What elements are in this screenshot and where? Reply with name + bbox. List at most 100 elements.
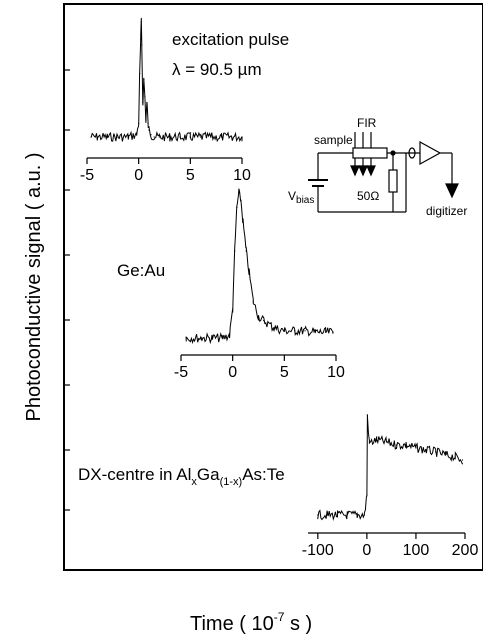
- annotation-excitation-pulse: excitation pulse: [172, 30, 289, 49]
- x-tick-label: 0: [362, 542, 371, 559]
- y-axis-label: Photoconductive signal ( a.u. ): [23, 152, 45, 421]
- data-point: [425, 449, 427, 451]
- circuit-label-vbias: Vbias: [288, 189, 314, 206]
- circuit-label-digitizer: digitizer: [426, 204, 467, 218]
- data-point: [242, 221, 244, 223]
- data-point: [241, 136, 243, 138]
- data-point: [257, 315, 260, 317]
- data-point: [141, 44, 143, 46]
- x-axis-label-exp: -7: [274, 610, 285, 624]
- x-tick-label: -5: [174, 364, 188, 381]
- data-point: [96, 136, 98, 138]
- junction-dot: [390, 150, 396, 156]
- data-point: [304, 330, 306, 332]
- circuit-diagram: [308, 132, 459, 213]
- data-point: [294, 330, 296, 332]
- panel-ge-au: Ge:Au -5 0 5 10: [117, 188, 345, 381]
- x-tick-label: 5: [280, 364, 289, 381]
- plot-frame: [63, 3, 483, 571]
- x-axis-label: Time ( 10-7 s ): [190, 610, 312, 635]
- x-axis-label-base: Time ( 10: [190, 613, 274, 635]
- x-tick-label: 200: [452, 542, 479, 559]
- data-point: [454, 456, 456, 458]
- annotation-dx-centre: DX-centre in AlxGa(1-x)As:Te: [78, 465, 285, 488]
- data-point: [368, 442, 370, 444]
- x-tick-label: 10: [233, 167, 251, 184]
- sample-box: [352, 147, 388, 159]
- data-point: [221, 337, 223, 339]
- x-tick-label: 10: [327, 364, 345, 381]
- data-point: [240, 199, 242, 201]
- circuit-label-vbias-v: V: [288, 189, 296, 203]
- coupling-loop: [408, 147, 416, 159]
- data-point: [143, 78, 145, 81]
- data-point: [263, 320, 265, 322]
- data-point: [366, 414, 368, 416]
- annotation-ga: Ga: [197, 465, 220, 484]
- data-point: [90, 136, 92, 138]
- panel-dx-centre: DX-centre in AlxGa(1-x)As:Te -100 0 100 200: [78, 414, 478, 559]
- fir-arrowhead-3: [366, 165, 376, 177]
- circuit-label-vbias-sub: bias: [296, 195, 314, 206]
- data-point: [145, 119, 147, 121]
- fir-arrowhead-2: [358, 165, 368, 177]
- data-point: [146, 101, 148, 104]
- data-point: [169, 136, 171, 138]
- data-point: [385, 441, 388, 443]
- annotation-as-te: As:Te: [242, 465, 285, 484]
- data-point: [234, 250, 236, 252]
- data-point: [200, 136, 202, 138]
- x-tick-label: 5: [186, 167, 195, 184]
- data-point: [366, 494, 368, 496]
- data-point: [144, 96, 146, 98]
- x-tick-label: -5: [80, 167, 94, 184]
- x-tick-label: 0: [134, 167, 143, 184]
- data-point: [232, 308, 234, 310]
- x-tick-label: -100: [302, 542, 334, 559]
- data-point: [136, 134, 138, 136]
- data-point: [346, 514, 348, 516]
- data-point: [150, 134, 152, 136]
- data-point: [332, 331, 334, 333]
- data-point: [140, 38, 142, 40]
- data-point: [147, 122, 149, 124]
- data-point: [127, 136, 129, 138]
- data-point: [405, 444, 407, 446]
- data-point: [245, 250, 247, 252]
- x-tick-label: 0: [228, 364, 237, 381]
- data-point: [228, 334, 231, 336]
- data-point: [363, 514, 366, 516]
- data-point: [185, 337, 187, 339]
- circuit-label-sample: sample: [314, 133, 353, 147]
- data-point: [395, 444, 397, 446]
- data-point: [317, 514, 319, 516]
- data-point: [140, 21, 142, 23]
- circuit-label-resistor: 50Ω: [357, 189, 379, 203]
- data-point: [231, 136, 233, 138]
- data-point: [376, 439, 378, 441]
- data-point: [148, 129, 150, 131]
- data-point: [252, 301, 254, 303]
- frame-ticks: [64, 69, 70, 511]
- data-point: [336, 514, 339, 516]
- data-point: [117, 136, 119, 138]
- data-point: [444, 454, 446, 456]
- annotation-sub-x: x: [191, 476, 197, 488]
- data-point: [238, 192, 240, 194]
- data-point: [461, 459, 464, 461]
- data-point: [211, 337, 213, 339]
- data-point: [210, 136, 212, 138]
- data-point: [415, 447, 417, 449]
- data-point: [356, 514, 358, 516]
- amplifier-symbol: [419, 140, 442, 166]
- data-point: [283, 330, 285, 332]
- series-line: [185, 188, 334, 345]
- annotation-sub-1-x: (1-x): [220, 476, 243, 488]
- data-point: [236, 206, 238, 209]
- data-point: [138, 122, 140, 124]
- digitizer-arrowhead: [445, 183, 459, 199]
- data-point: [220, 136, 222, 138]
- annotation-ge-au: Ge:Au: [117, 261, 165, 280]
- annotation-wavelength: λ = 90.5 µm: [172, 60, 262, 79]
- data-point: [189, 136, 191, 138]
